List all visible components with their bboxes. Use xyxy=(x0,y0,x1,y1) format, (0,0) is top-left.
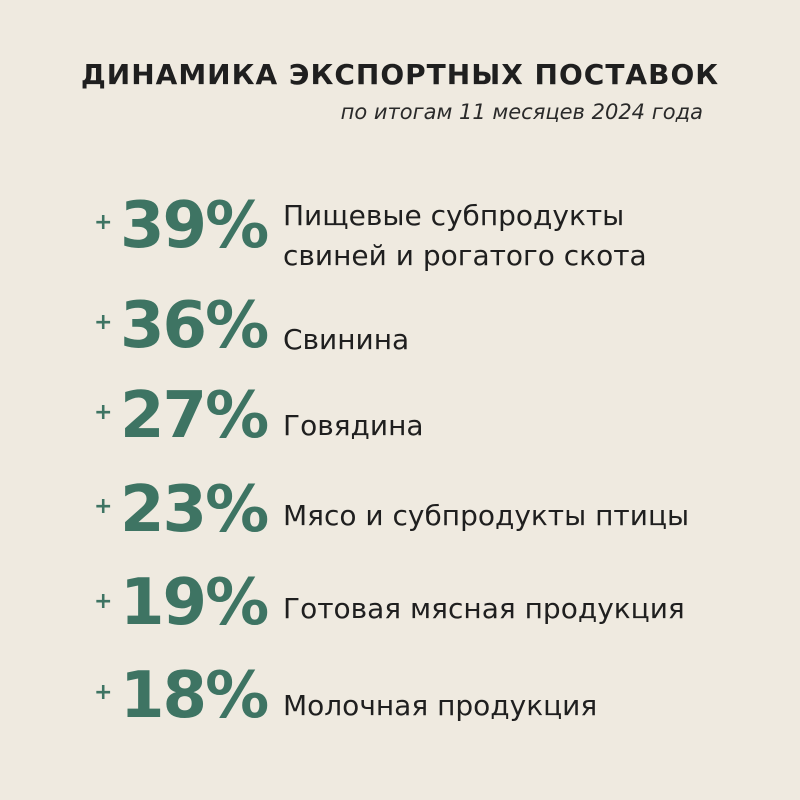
page-subtitle: по итогам 11 месяцев 2024 года xyxy=(340,100,703,124)
stat-label-line1: Пищевые субпродукты xyxy=(283,199,625,232)
stat-label-line2: свиней и рогатого скота xyxy=(283,239,647,272)
stat-row-pork: + 36% Свинина xyxy=(0,290,800,380)
plus-sign: + xyxy=(94,589,113,614)
stat-value: 39% xyxy=(120,189,269,263)
stat-label: Мясо и субпродукты птицы xyxy=(283,499,690,532)
stat-row-meat-products: + 19% Готовая мясная продукция xyxy=(0,565,800,655)
stat-label: Говядина xyxy=(283,409,424,442)
stat-value: 18% xyxy=(120,659,269,733)
plus-sign: + xyxy=(94,400,113,425)
stat-row-offal: + 39% Пищевые субпродукты свиней и рогат… xyxy=(0,190,800,280)
plus-sign: + xyxy=(94,680,113,705)
plus-sign: + xyxy=(94,210,113,235)
plus-sign: + xyxy=(94,494,113,519)
stat-row-beef: + 27% Говядина xyxy=(0,380,800,470)
stat-row-poultry: + 23% Мясо и субпродукты птицы xyxy=(0,470,800,560)
stat-value: 27% xyxy=(120,379,269,453)
page-title: ДИНАМИКА ЭКСПОРТНЫХ ПОСТАВОК xyxy=(80,58,720,91)
stat-value: 19% xyxy=(120,566,269,640)
stat-label: Свинина xyxy=(283,323,410,356)
plus-sign: + xyxy=(94,310,113,335)
stat-row-dairy: + 18% Молочная продукция xyxy=(0,660,800,750)
stat-value: 36% xyxy=(120,289,269,363)
stat-value: 23% xyxy=(120,473,269,547)
stat-label: Готовая мясная продукция xyxy=(283,592,685,625)
stat-label: Молочная продукция xyxy=(283,689,598,722)
